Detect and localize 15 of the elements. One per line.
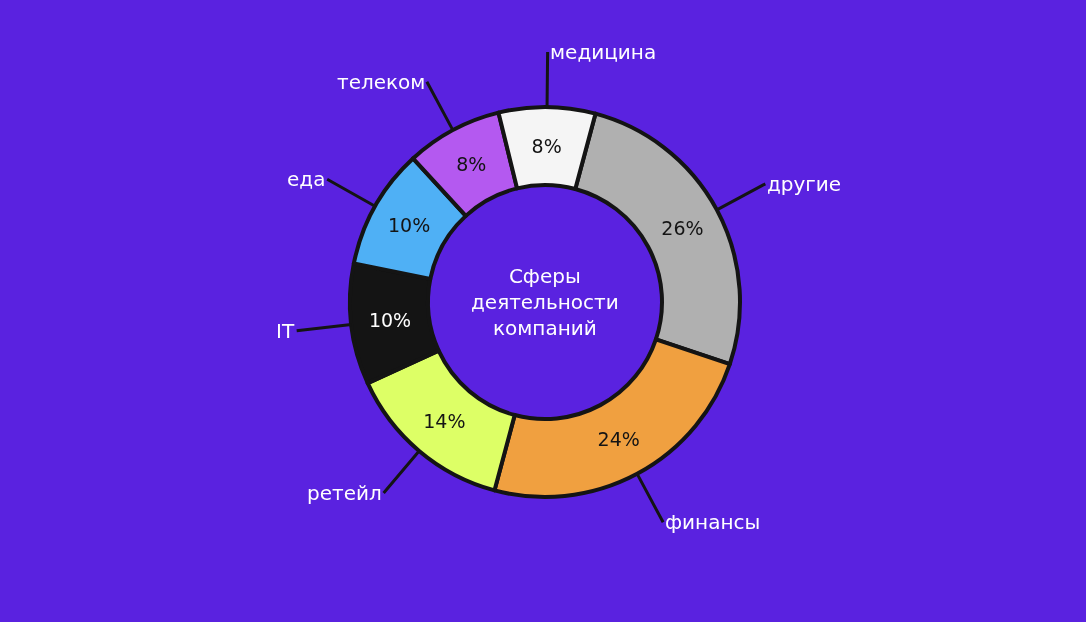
- data-label: 10%: [387, 214, 431, 237]
- data-label: 10%: [368, 308, 412, 331]
- data-label: 14%: [423, 410, 466, 433]
- data-label: 8%: [456, 153, 487, 176]
- slice-label: другие: [767, 172, 842, 196]
- slice-label: медицина: [550, 40, 657, 64]
- slice-label: IT: [276, 319, 295, 343]
- slice-label: ретейл: [307, 481, 382, 505]
- data-label: 8%: [531, 134, 562, 157]
- data-label: 24%: [597, 428, 640, 451]
- text: Сферы деятельности компаний: [471, 264, 619, 340]
- slice-label: еда: [287, 167, 326, 191]
- slice-label: телеком: [337, 70, 426, 94]
- data-label: 26%: [661, 217, 704, 240]
- slice-label: финансы: [665, 510, 761, 534]
